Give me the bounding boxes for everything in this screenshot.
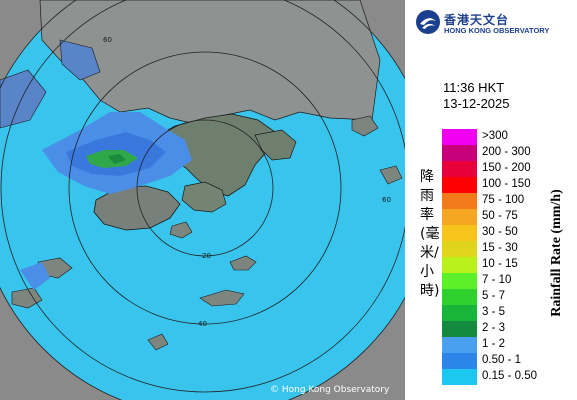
legend-row: 50 - 75	[442, 209, 574, 225]
legend-row: 2 - 3	[442, 321, 574, 337]
legend-color-swatch	[442, 209, 477, 225]
legend-color-swatch	[442, 337, 477, 353]
legend-title-en: Rainfall Rate (mm/h)	[549, 189, 564, 317]
legend-range-label: 100 - 150	[482, 178, 531, 190]
legend-color-swatch	[442, 145, 477, 161]
rain-echo-northwest	[59, 39, 101, 81]
legend-row: >300	[442, 129, 574, 145]
legend-range-label: 1 - 2	[482, 338, 506, 350]
legend-row: 30 - 50	[442, 225, 574, 241]
legend-color-swatch	[442, 161, 477, 177]
hong-kong-island	[181, 181, 227, 213]
organization-name-zh: 香港天文台	[444, 13, 510, 27]
legend-color-swatch	[442, 353, 477, 369]
legend-row: 5 - 7	[442, 289, 574, 305]
legend-range-label: 7 - 10	[482, 274, 512, 286]
range-label: 20	[202, 252, 211, 260]
island	[169, 221, 193, 239]
legend-row: 1 - 2	[442, 337, 574, 353]
legend-color-swatch	[442, 225, 477, 241]
legend-title-zh: 降雨率(毫米/小時)	[420, 169, 440, 299]
radar-date: 13-12-2025	[443, 96, 510, 111]
legend-range-label: 3 - 5	[482, 306, 506, 318]
island	[229, 255, 257, 271]
legend-color-swatch	[442, 177, 477, 193]
legend-range-label: 200 - 300	[482, 146, 531, 158]
legend-range-label: 10 - 15	[482, 258, 518, 270]
legend-row: 0.50 - 1	[442, 353, 574, 369]
rain-heavy-cell-core	[108, 154, 126, 164]
legend-color-swatch	[442, 305, 477, 321]
legend-range-label: 5 - 7	[482, 290, 506, 302]
legend-color-swatch	[442, 369, 477, 385]
legend-row: 0.15 - 0.50	[442, 369, 574, 385]
island	[379, 165, 403, 185]
legend-range-label: 0.50 - 1	[482, 354, 521, 366]
legend-panel: 香港天文台 HONG KONG OBSERVATORY 11:36 HKT 13…	[405, 0, 577, 400]
range-label: 40	[198, 320, 207, 328]
radar-time: 11:36 HKT	[443, 80, 505, 95]
legend-range-label: 75 - 100	[482, 194, 525, 206]
legend-range-label: 2 - 3	[482, 322, 506, 334]
rainfall-legend: >300 200 - 300 150 - 200 100 - 150 75 - 100 5…	[442, 129, 574, 385]
observatory-emblem-icon	[416, 10, 440, 34]
legend-range-label: 50 - 75	[482, 210, 518, 222]
legend-row: 200 - 300	[442, 145, 574, 161]
legend-color-swatch	[442, 129, 477, 145]
legend-range-label: 15 - 30	[482, 242, 518, 254]
legend-row: 10 - 15	[442, 257, 574, 273]
island	[199, 289, 245, 307]
legend-range-label: >300	[482, 130, 508, 142]
legend-row: 75 - 100	[442, 193, 574, 209]
legend-row: 150 - 200	[442, 161, 574, 177]
legend-color-swatch	[442, 241, 477, 257]
legend-color-swatch	[442, 193, 477, 209]
legend-color-swatch	[442, 289, 477, 305]
range-label: 60	[382, 196, 391, 204]
legend-range-label: 150 - 200	[482, 162, 531, 174]
range-rings	[0, 0, 405, 400]
radar-map: 60 60 40 20 © Hong Kong Observatory	[0, 0, 405, 400]
radar-map-canvas: 60 60 40 20	[0, 0, 405, 400]
legend-row: 7 - 10	[442, 273, 574, 289]
range-label: 60	[103, 36, 112, 44]
rain-echo-southwest	[20, 262, 50, 290]
legend-color-swatch	[442, 257, 477, 273]
legend-color-swatch	[442, 273, 477, 289]
rain-echo-west	[0, 69, 47, 129]
observatory-logo: 香港天文台 HONG KONG OBSERVATORY	[415, 7, 575, 37]
island	[11, 287, 43, 309]
legend-row: 100 - 150	[442, 177, 574, 193]
sai-kung-peninsula	[254, 129, 297, 161]
copyright-notice: © Hong Kong Observatory	[270, 385, 390, 395]
legend-row: 15 - 30	[442, 241, 574, 257]
legend-row: 3 - 5	[442, 305, 574, 321]
legend-range-label: 0.15 - 0.50	[482, 370, 537, 382]
legend-color-swatch	[442, 321, 477, 337]
legend-range-label: 30 - 50	[482, 226, 518, 238]
island	[351, 115, 379, 137]
island	[147, 333, 169, 351]
organization-name-en: HONG KONG OBSERVATORY	[444, 26, 550, 35]
